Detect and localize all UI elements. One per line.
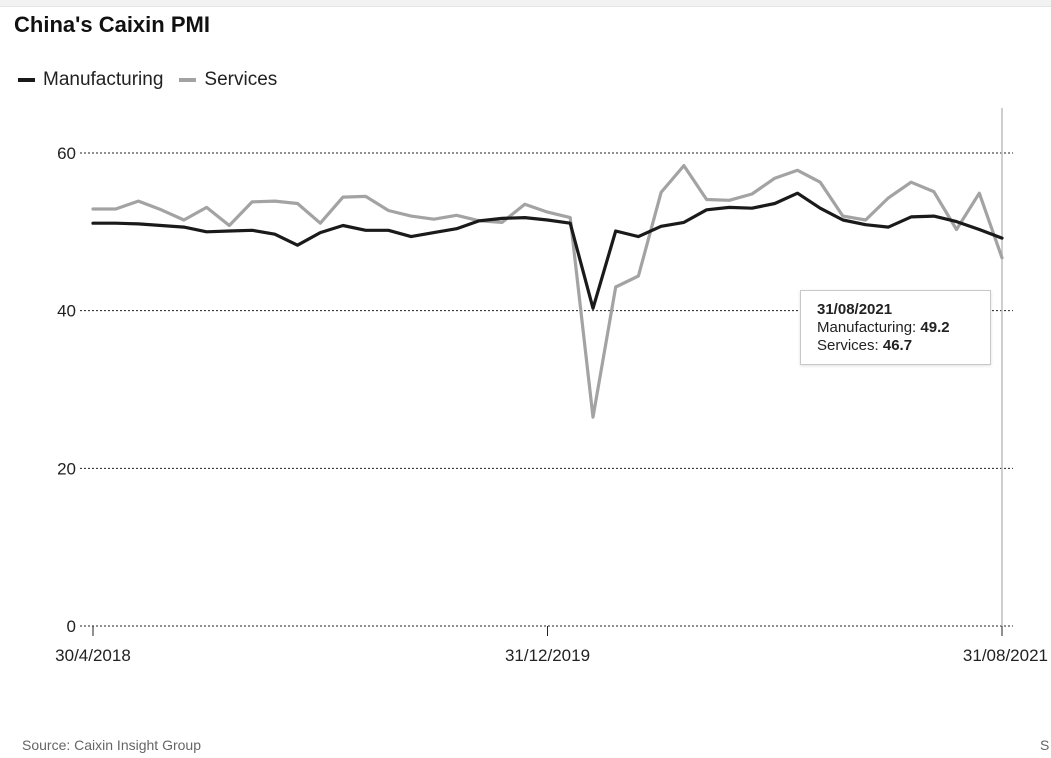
legend-label-services: Services: [204, 69, 278, 90]
pmi-line-chart[interactable]: 0 20 40 60 30/4/2018 31/12/2019 31/08/2021: [0, 0, 1051, 700]
source-note: Source: Caixin Insight Group: [22, 737, 201, 753]
hover-tooltip: 31/08/2021 Manufacturing: 49.2 Services:…: [800, 290, 991, 365]
top-bar: [0, 0, 1051, 7]
x-tick-label-1: 31/12/2019: [505, 646, 590, 665]
tooltip-manufacturing-row: Manufacturing: 49.2: [817, 319, 981, 337]
legend-item-manufacturing[interactable]: Manufacturing: [18, 69, 163, 91]
tooltip-manufacturing-value: 49.2: [920, 319, 950, 336]
series-line-services: [91, 164, 1004, 419]
legend-label-manufacturing: Manufacturing: [43, 69, 164, 90]
legend-swatch-services: [179, 78, 197, 82]
x-axis: 30/4/2018 31/12/2019 31/08/2021: [55, 626, 1048, 665]
tooltip-services-value: 46.7: [882, 337, 913, 354]
x-tick-label-2: 31/08/2021: [963, 646, 1048, 665]
legend-item-services[interactable]: Services: [179, 69, 277, 91]
x-tick-label-0: 30/4/2018: [55, 646, 131, 665]
tooltip-manufacturing-label: Manufacturing:: [817, 319, 921, 336]
y-tick-label-40: 40: [57, 302, 76, 321]
series-layer: [91, 164, 1004, 419]
tooltip-date: 31/08/2021: [817, 301, 893, 318]
y-tick-label-0: 0: [67, 617, 76, 636]
legend-swatch-manufacturing: [18, 78, 35, 82]
y-tick-label-20: 20: [57, 459, 76, 478]
legend: Manufacturing Services: [18, 68, 293, 92]
chart-title: China's Caixin PMI: [14, 12, 210, 37]
tooltip-services-row: Services: 46.7: [817, 337, 981, 355]
source-note-cut: S: [1040, 737, 1050, 753]
series-line-manufacturing: [91, 191, 1004, 310]
y-tick-label-60: 60: [57, 144, 76, 163]
tooltip-services-label: Services:: [817, 337, 883, 354]
